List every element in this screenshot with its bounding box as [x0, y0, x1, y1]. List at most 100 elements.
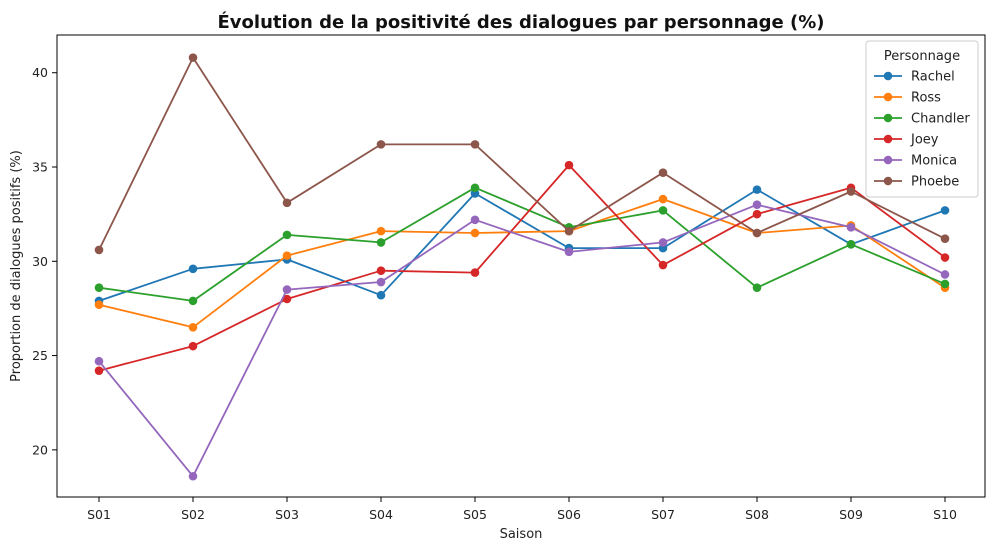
- series-line: [98, 56, 946, 251]
- series-line: [98, 164, 946, 372]
- x-tick-label: S01: [87, 507, 111, 522]
- data-point: [752, 200, 762, 210]
- data-point: [752, 228, 762, 238]
- x-tick-label: S03: [275, 507, 299, 522]
- legend-label: Phoebe: [911, 175, 959, 190]
- legend-label: Chandler: [911, 112, 970, 127]
- series-phoebe: [94, 53, 950, 255]
- data-point: [752, 185, 762, 194]
- data-point: [658, 206, 668, 215]
- data-point: [376, 290, 386, 300]
- data-point: [188, 322, 198, 332]
- data-point: [846, 223, 856, 232]
- data-point: [752, 283, 762, 292]
- data-point: [282, 230, 292, 240]
- series-line: [98, 188, 946, 302]
- data-point: [470, 183, 480, 193]
- chart-title: Évolution de la positivité des dialogues…: [218, 11, 825, 33]
- data-point: [188, 471, 198, 481]
- x-tick-label: S05: [463, 507, 487, 522]
- legend-label: Rachel: [911, 70, 955, 85]
- legend: Personnage Rachel Ross Chandler Joey Monica Ph…: [865, 40, 979, 198]
- x-tick-label: S06: [557, 507, 581, 522]
- data-point: [94, 283, 104, 292]
- data-point: [376, 238, 386, 247]
- data-point: [188, 264, 198, 274]
- legend-item-monica: Monica: [874, 154, 957, 169]
- data-point: [846, 240, 856, 249]
- data-point: [282, 294, 292, 304]
- data-point: [564, 226, 574, 236]
- legend-label: Ross: [911, 91, 941, 106]
- data-point: [94, 300, 104, 309]
- data-point: [940, 279, 950, 289]
- series-line: [98, 198, 946, 329]
- data-point: [470, 268, 480, 277]
- legend-marker: [883, 176, 893, 186]
- data-point: [282, 198, 292, 208]
- series-chandler: [94, 183, 950, 306]
- legend-item-joey: Joey: [874, 133, 939, 148]
- legend-item-chandler: Chandler: [874, 112, 970, 127]
- data-point: [282, 285, 292, 294]
- data-point: [376, 277, 386, 287]
- data-point: [658, 168, 668, 177]
- data-point: [940, 234, 950, 243]
- data-point: [94, 366, 104, 375]
- data-point: [188, 53, 198, 62]
- legend-marker: [883, 113, 893, 123]
- data-point: [940, 270, 950, 279]
- y-tick-label: 25: [32, 348, 48, 363]
- data-point: [658, 238, 668, 247]
- data-point: [564, 160, 574, 170]
- data-point: [376, 226, 386, 236]
- y-tick-label: 30: [32, 254, 48, 269]
- data-point: [658, 260, 668, 270]
- data-point: [376, 140, 386, 149]
- series-group: [94, 53, 950, 481]
- x-tick-label: S04: [369, 507, 393, 522]
- legend-item-ross: Ross: [874, 91, 941, 106]
- data-point: [752, 209, 762, 219]
- series-line: [98, 186, 946, 302]
- legend-title: Personnage: [884, 49, 960, 64]
- legend-marker: [883, 155, 893, 165]
- x-tick-label: S02: [181, 507, 205, 522]
- legend-label: Joey: [910, 133, 939, 148]
- data-point: [940, 253, 950, 262]
- data-point: [470, 215, 480, 225]
- data-point: [846, 187, 856, 196]
- data-point: [940, 206, 950, 215]
- y-tick-label: 20: [32, 442, 48, 457]
- data-point: [470, 228, 480, 238]
- legend-marker: [883, 71, 893, 81]
- legend-label: Monica: [911, 154, 957, 169]
- x-axis-label: Saison: [500, 527, 543, 542]
- series-monica: [94, 200, 950, 481]
- x-tick-label: S10: [933, 507, 957, 522]
- data-point: [94, 356, 104, 366]
- x-tick-label: S08: [745, 507, 769, 522]
- legend-marker: [883, 92, 893, 102]
- plot-frame: [56, 34, 986, 498]
- series-joey: [94, 160, 950, 375]
- x-tick-label: S09: [839, 507, 863, 522]
- data-point: [188, 341, 198, 351]
- data-point: [188, 296, 198, 306]
- y-tick-label: 35: [32, 160, 48, 175]
- data-point: [564, 247, 574, 257]
- axis-ticks: S01 S02 S03 S04 S05 S06 S07 S08 S09 S10 20 25 30 35 40: [32, 65, 957, 522]
- legend-marker: [883, 134, 893, 144]
- y-tick-label: 40: [32, 65, 48, 80]
- legend-item-phoebe: Phoebe: [874, 175, 959, 190]
- legend-item-rachel: Rachel: [874, 70, 955, 85]
- legend-box: [865, 40, 979, 198]
- data-point: [376, 266, 386, 276]
- data-point: [658, 194, 668, 204]
- x-tick-label: S07: [651, 507, 675, 522]
- data-point: [282, 251, 292, 260]
- data-point: [470, 140, 480, 149]
